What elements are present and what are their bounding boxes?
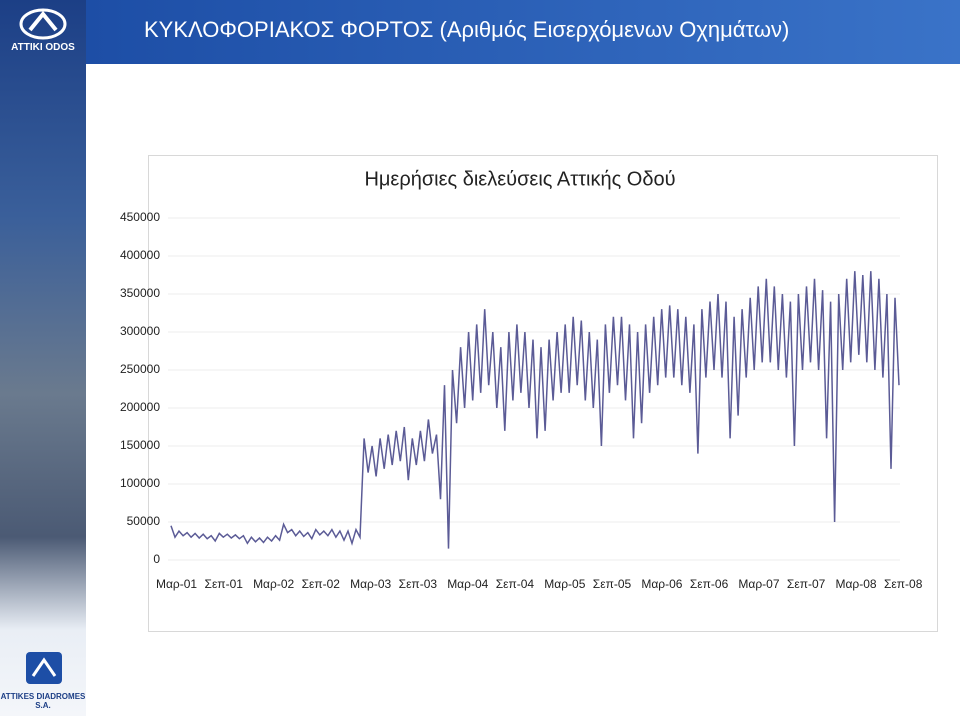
x-tick-label: Μαρ-04 bbox=[447, 577, 489, 591]
slide-title: ΚΥΚΛΟΦΟΡΙΑΚΟΣ ΦΟΡΤΟΣ (Αριθμός Εισερχόμεν… bbox=[86, 0, 960, 64]
x-tick-label: Μαρ-08 bbox=[835, 577, 877, 591]
x-tick-label: Σεπ-04 bbox=[495, 577, 535, 591]
x-tick-label: Μαρ-03 bbox=[350, 577, 392, 591]
side-banner bbox=[0, 0, 86, 716]
x-tick-label: Σεπ-05 bbox=[592, 577, 632, 591]
y-tick-label: 150000 bbox=[120, 438, 160, 452]
y-tick-label: 350000 bbox=[120, 286, 160, 300]
chart-frame bbox=[148, 155, 938, 632]
logo-text: ATTIKI ODOS bbox=[11, 42, 75, 53]
y-tick-label: 300000 bbox=[120, 324, 160, 338]
series-line bbox=[170, 271, 900, 549]
x-tick-label: Σεπ-08 bbox=[884, 577, 923, 591]
x-tick-label: Σεπ-02 bbox=[301, 577, 340, 591]
y-tick-label: 450000 bbox=[120, 210, 160, 224]
y-tick-label: 400000 bbox=[120, 248, 160, 262]
y-tick-label: 200000 bbox=[120, 400, 160, 414]
x-tick-label: Μαρ-07 bbox=[738, 577, 780, 591]
x-tick-label: Μαρ-01 bbox=[156, 577, 198, 591]
logo-bottom-icon bbox=[26, 652, 62, 684]
x-tick-label: Σεπ-01 bbox=[204, 577, 243, 591]
x-tick-label: Σεπ-06 bbox=[689, 577, 729, 591]
x-tick-label: Μαρ-06 bbox=[641, 577, 683, 591]
y-tick-label: 100000 bbox=[120, 476, 160, 490]
x-tick-label: Μαρ-02 bbox=[253, 577, 295, 591]
x-tick-label: Σεπ-07 bbox=[786, 577, 826, 591]
y-tick-label: 250000 bbox=[120, 362, 160, 376]
y-tick-label: 0 bbox=[153, 552, 160, 566]
logo-text: ATTIKES DIADROMES S.A. bbox=[0, 692, 86, 710]
y-tick-label: 50000 bbox=[127, 514, 161, 528]
x-tick-label: Μαρ-05 bbox=[544, 577, 586, 591]
logo bbox=[19, 8, 67, 40]
chart-title: Ημερήσιες διελεύσεις Αττικής Οδού bbox=[364, 168, 675, 190]
x-tick-label: Σεπ-03 bbox=[398, 577, 438, 591]
